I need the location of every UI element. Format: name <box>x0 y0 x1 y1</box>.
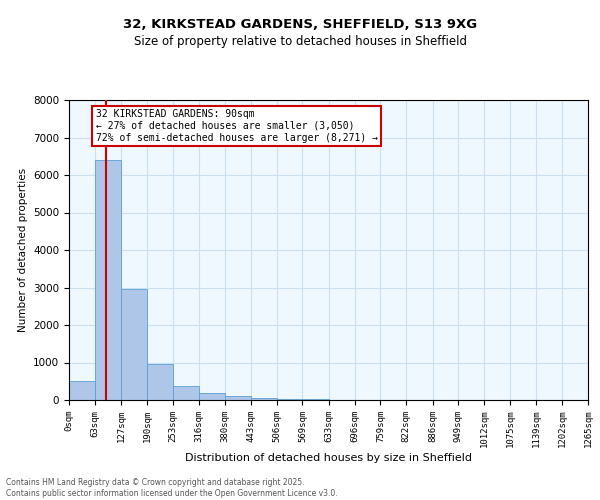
Bar <box>277 399 302 400</box>
Text: Contains HM Land Registry data © Crown copyright and database right 2025.
Contai: Contains HM Land Registry data © Crown c… <box>6 478 338 498</box>
Bar <box>69 381 95 400</box>
Text: 32, KIRKSTEAD GARDENS, SHEFFIELD, S13 9XG: 32, KIRKSTEAD GARDENS, SHEFFIELD, S13 9X… <box>123 18 477 30</box>
Text: 32 KIRKSTEAD GARDENS: 90sqm
← 27% of detached houses are smaller (3,050)
72% of : 32 KIRKSTEAD GARDENS: 90sqm ← 27% of det… <box>95 110 377 142</box>
Bar <box>173 386 199 400</box>
Bar <box>121 290 147 400</box>
Bar <box>225 396 251 400</box>
Bar <box>199 392 225 400</box>
X-axis label: Distribution of detached houses by size in Sheffield: Distribution of detached houses by size … <box>185 453 472 463</box>
Bar <box>251 398 277 400</box>
Y-axis label: Number of detached properties: Number of detached properties <box>17 168 28 332</box>
Bar <box>147 364 173 400</box>
Text: Size of property relative to detached houses in Sheffield: Size of property relative to detached ho… <box>133 35 467 48</box>
Bar <box>95 160 121 400</box>
